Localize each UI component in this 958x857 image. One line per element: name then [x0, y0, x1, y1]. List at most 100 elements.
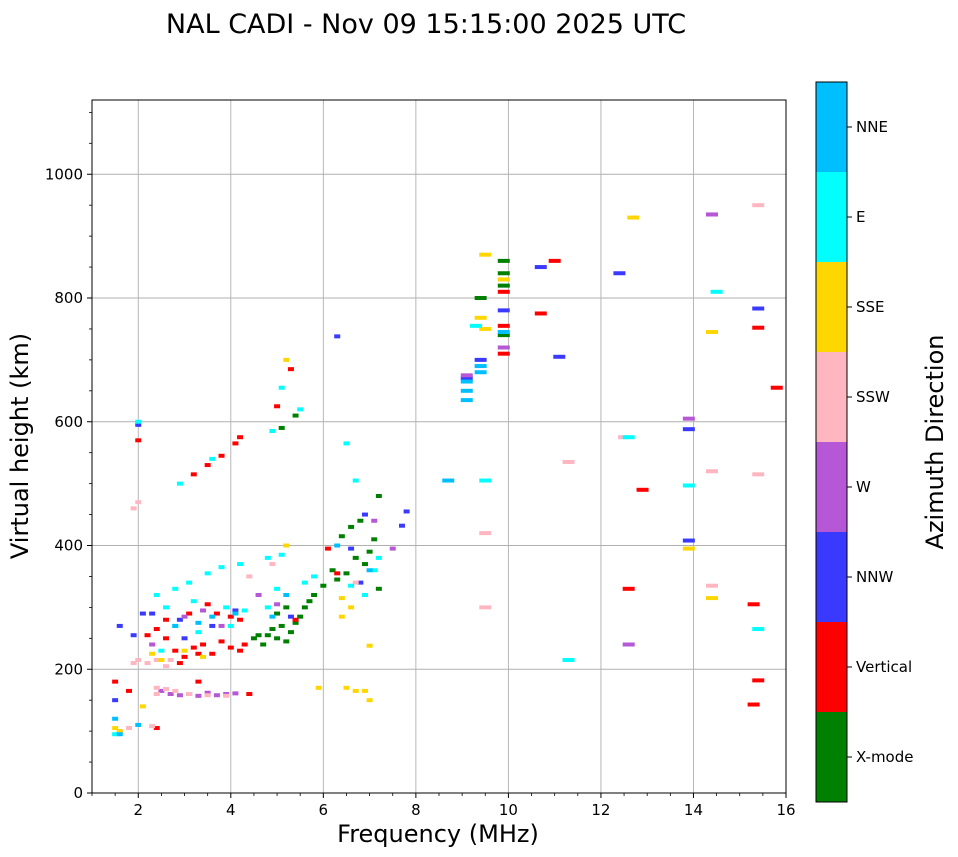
data-point: [274, 602, 281, 607]
colorbar-label: Vertical: [856, 658, 912, 676]
data-point: [287, 614, 294, 619]
data-point: [348, 605, 355, 610]
data-point: [176, 693, 183, 698]
colorbar-title: Azimuth Direction: [921, 335, 949, 550]
data-point: [497, 351, 510, 356]
data-point: [398, 523, 405, 528]
data-point: [497, 308, 510, 313]
data-point: [474, 315, 487, 320]
data-point: [181, 648, 188, 653]
data-point: [352, 688, 359, 693]
data-point: [553, 354, 566, 359]
data-point: [274, 404, 281, 409]
colorbar-segment: [816, 262, 847, 352]
data-point: [153, 627, 160, 632]
data-point: [181, 654, 188, 659]
data-point: [497, 330, 510, 335]
data-point: [135, 438, 142, 443]
data-point: [375, 494, 382, 498]
data-point: [705, 330, 718, 335]
data-point: [497, 258, 510, 263]
data-point: [497, 289, 510, 294]
data-point: [190, 645, 197, 650]
data-point: [278, 623, 285, 628]
y-tick-label: 0: [73, 784, 83, 802]
data-point: [172, 648, 179, 653]
data-point: [278, 425, 285, 430]
data-point: [232, 608, 239, 613]
data-point: [195, 693, 202, 698]
x-tick-label: 14: [684, 801, 703, 819]
data-point: [460, 398, 473, 403]
data-point: [218, 565, 225, 570]
data-point: [474, 364, 487, 369]
data-point: [497, 271, 510, 276]
data-point: [264, 633, 271, 638]
data-point: [195, 630, 202, 635]
data-point: [153, 685, 160, 690]
data-point: [622, 435, 635, 440]
data-point: [237, 648, 244, 653]
colorbar-segment: [816, 622, 847, 712]
data-point: [213, 693, 220, 698]
data-point: [241, 642, 248, 647]
y-axis: 0 200 400 600 800 1000: [45, 111, 92, 802]
data-point: [274, 636, 281, 641]
data-point: [274, 611, 281, 616]
data-point: [195, 679, 202, 684]
data-point: [153, 657, 160, 662]
data-point: [264, 605, 271, 610]
data-point: [283, 593, 290, 597]
data-point: [135, 419, 142, 424]
colorbar-label: W: [856, 478, 871, 496]
data-point: [167, 692, 174, 696]
data-point: [158, 657, 165, 662]
data-point: [474, 357, 487, 362]
data-point: [292, 620, 299, 625]
data-point: [442, 478, 455, 483]
data-point: [301, 605, 308, 610]
colorbar-label: NNW: [856, 568, 893, 586]
data-point: [181, 614, 188, 619]
data-point: [112, 716, 119, 721]
data-point: [218, 639, 225, 644]
data-point: [158, 648, 165, 653]
data-point: [269, 614, 276, 619]
data-point: [223, 605, 230, 610]
data-point: [297, 407, 304, 412]
data-point: [705, 583, 718, 588]
data-point: [200, 642, 207, 647]
data-point: [190, 599, 197, 604]
data-point: [705, 596, 718, 601]
data-point: [163, 617, 170, 622]
colorbar-segment: [816, 442, 847, 532]
data-point: [338, 534, 345, 539]
data-point: [218, 623, 225, 628]
data-point: [237, 435, 244, 440]
data-point: [301, 580, 308, 585]
data-point: [250, 636, 257, 641]
data-point: [622, 586, 635, 591]
data-point: [352, 555, 359, 560]
data-point: [460, 388, 473, 393]
data-point: [232, 691, 239, 696]
x-tick-label: 12: [591, 801, 610, 819]
data-point: [371, 537, 378, 542]
data-point: [126, 688, 133, 693]
data-point: [460, 376, 473, 381]
y-tick-label: 800: [54, 289, 83, 307]
data-point: [682, 546, 695, 551]
data-point: [204, 463, 211, 468]
data-point: [479, 478, 492, 483]
data-point: [371, 518, 378, 523]
data-point: [139, 611, 146, 616]
data-point: [223, 693, 230, 698]
data-point: [149, 724, 156, 729]
data-point: [338, 614, 345, 619]
data-point: [315, 685, 322, 690]
x-axis-title: Frequency (MHz): [337, 820, 539, 848]
data-point: [186, 580, 193, 585]
data-point: [283, 357, 290, 362]
data-point: [562, 657, 575, 662]
